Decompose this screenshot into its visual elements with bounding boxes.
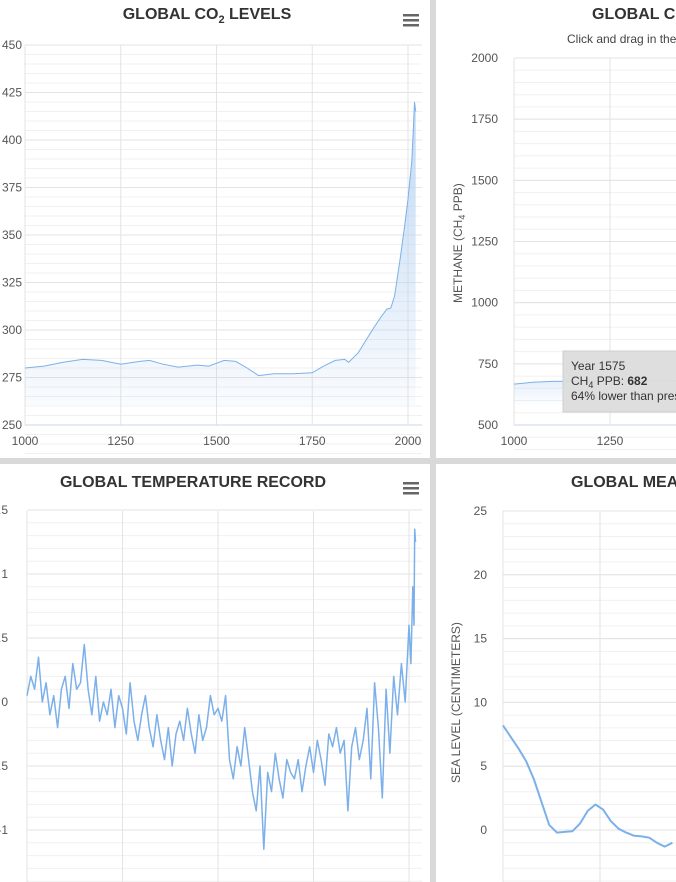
methane-y-axis-title: METHANE (CH4 PPB): [451, 183, 467, 303]
y-tick-label: 275: [2, 371, 22, 385]
y-tick-label: 350: [2, 228, 22, 242]
x-tick-label: 1500: [203, 434, 230, 448]
series-line: [502, 724, 673, 848]
co2-plot[interactable]: 250 275 300 325 350 375 400 425 450 1000 1250 1500 1…: [2, 38, 422, 520]
y-tick-label: 0: [480, 823, 487, 837]
x-tick-label: 1250: [107, 434, 134, 448]
y-tick-label: 400: [2, 133, 22, 147]
y-tick-label: 1750: [471, 112, 498, 126]
methane-chart-panel: 500 750 1000 1250 1500 1750 2000 1000 1250 GLOBA…: [436, 0, 676, 458]
y-tick-label: 1: [1, 567, 8, 581]
y-tick-label: 375: [2, 181, 22, 195]
tooltip-value: CH4 PPB: 682: [571, 374, 648, 390]
temperature-chart-panel: -1 -.5 0 .5 1 1.5 GLOBAL TEMPERATURE RECORD: [0, 464, 430, 882]
series-line: [26, 528, 417, 850]
tooltip-year: Year 1575: [571, 359, 626, 373]
temperature-chart-title: GLOBAL TEMPERATURE RECORD: [60, 474, 326, 491]
sea-level-chart-title: GLOBAL MEA: [571, 474, 676, 491]
sea-level-plot[interactable]: 0 5 10 15 20 25: [474, 504, 676, 882]
tooltip: Year 1575 CH4 PPB: 682 64% lower than pr…: [562, 350, 676, 413]
sea-level-y-axis-title: SEA LEVEL (CENTIMETERS): [449, 622, 463, 783]
temperature-plot[interactable]: -1 -.5 0 .5 1 1.5: [0, 503, 422, 882]
y-tick-label: 1.5: [0, 503, 8, 517]
methane-chart-subtitle: Click and drag in the: [567, 32, 676, 46]
x-tick-label: 2000: [395, 434, 422, 448]
y-tick-label: 425: [2, 86, 22, 100]
x-tick-label: 1000: [12, 434, 39, 448]
y-tick-label: 300: [2, 323, 22, 337]
y-tick-label: 250: [2, 418, 22, 432]
y-tick-label: 1250: [471, 235, 498, 249]
y-tick-label: 1500: [471, 173, 498, 187]
x-tick-label: 1250: [597, 434, 624, 448]
hamburger-menu-icon[interactable]: [403, 14, 419, 27]
y-tick-label: -.5: [0, 759, 8, 773]
y-tick-label: -1: [0, 823, 8, 837]
y-tick-label: 500: [478, 418, 498, 432]
y-tick-label: 20: [474, 568, 488, 582]
x-tick-label: 1750: [299, 434, 326, 448]
y-tick-label: 10: [474, 695, 488, 709]
y-tick-label: 5: [480, 759, 487, 773]
co2-chart-title: GLOBAL CO2 LEVELS: [123, 6, 292, 26]
series-line: [24, 101, 417, 377]
y-tick-label: 750: [478, 357, 498, 371]
series-area: [25, 102, 416, 405]
y-tick-label: 450: [2, 38, 22, 52]
sea-level-chart-panel: 0 5 10 15 20 25 GLOBAL MEA SEA LEVEL (CENTIME…: [436, 464, 676, 882]
y-tick-label: 1000: [471, 296, 498, 310]
y-tick-label: 15: [474, 632, 488, 646]
co2-chart-panel: 250 275 300 325 350 375 400 425 450 1000 1250 1500 1…: [0, 0, 430, 520]
y-tick-label: 25: [474, 504, 488, 518]
tooltip-comparison: 64% lower than pres: [571, 389, 676, 403]
hamburger-menu-icon[interactable]: [403, 482, 419, 495]
y-tick-label: 2000: [471, 51, 498, 65]
y-tick-label: .5: [0, 631, 8, 645]
methane-chart-title: GLOBAL C: [592, 6, 676, 23]
y-tick-label: 325: [2, 276, 22, 290]
y-tick-label: 0: [1, 695, 8, 709]
x-tick-label: 1000: [501, 434, 528, 448]
